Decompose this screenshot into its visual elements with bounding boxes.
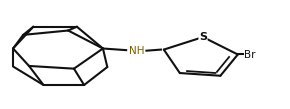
Text: Br: Br (244, 49, 255, 60)
Text: S: S (199, 32, 207, 42)
Text: NH: NH (128, 46, 144, 56)
